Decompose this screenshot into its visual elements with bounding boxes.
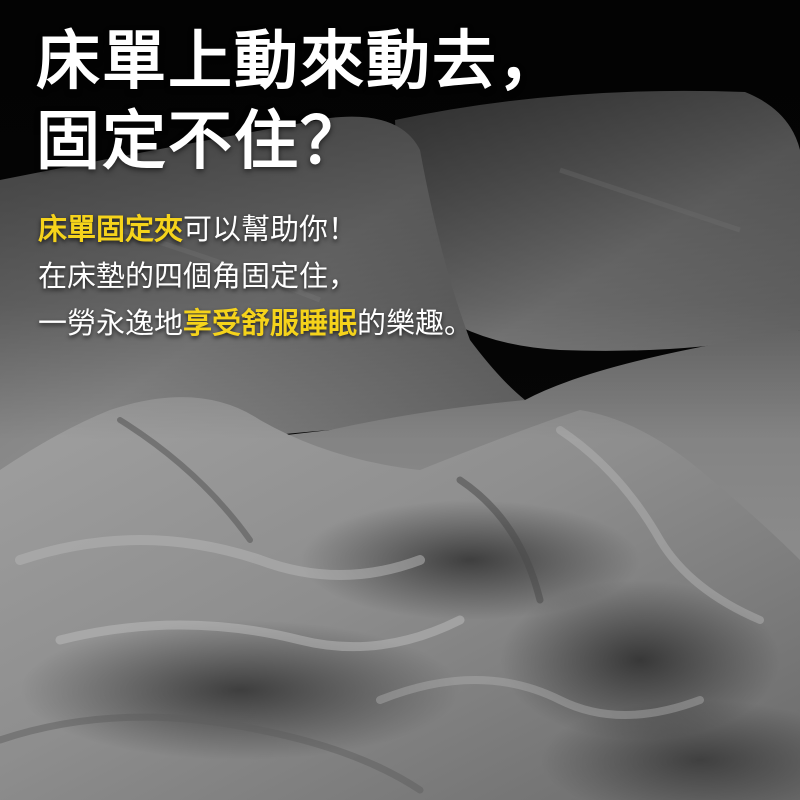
headline: 床單上動來動去， 固定不住？ (36, 22, 564, 182)
benefit-highlight: 享受舒服睡眠 (183, 306, 358, 340)
headline-line-2: 固定不住？ (36, 105, 366, 179)
body-line-3: 一勞永逸地享受舒服睡眠的樂趣。 (38, 300, 473, 347)
body-line-1-rest: 可以幫助你！ (183, 212, 358, 246)
product-name-highlight: 床單固定夾 (38, 212, 184, 246)
body-line-1: 床單固定夾可以幫助你！ (38, 206, 473, 253)
headline-line-1: 床單上動來動去， (36, 25, 564, 99)
body-line-3-prefix: 一勞永逸地 (38, 306, 184, 340)
body-line-3-suffix: 的樂趣。 (357, 306, 474, 340)
body-line-2: 在床墊的四個角固定住， (38, 259, 358, 293)
body-copy: 床單固定夾可以幫助你！ 在床墊的四個角固定住， 一勞永逸地享受舒服睡眠的樂趣。 (38, 206, 473, 347)
